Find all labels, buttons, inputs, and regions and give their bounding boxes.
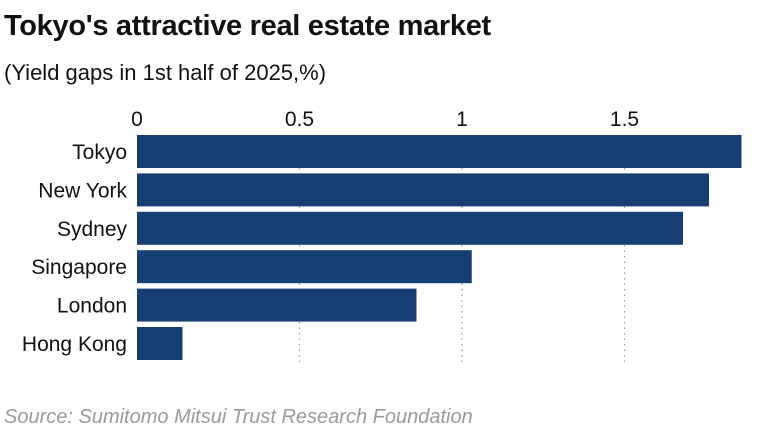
category-labels: Tokyo New York Sydney Singapore London Hong K… [22, 141, 128, 356]
bar [137, 327, 183, 360]
source-note: Source: Sumitomo Mitsui Trust Research F… [4, 406, 473, 428]
x-axis-ticks: 0 0.5 1 1.5 [131, 108, 639, 131]
category-label: Sydney [57, 218, 128, 241]
category-label: Singapore [31, 256, 127, 279]
category-label: New York [38, 179, 127, 202]
x-tick-label: 1.5 [610, 108, 639, 131]
x-tick-label: 0 [131, 108, 143, 131]
bar [137, 250, 472, 284]
chart-title: Tokyo's attractive real estate market [4, 10, 491, 42]
category-label: London [57, 295, 127, 318]
bar [137, 288, 417, 322]
category-label: Tokyo [72, 141, 127, 164]
bar [137, 135, 742, 168]
chart-subtitle: (Yield gaps in 1st half of 2025,%) [4, 60, 327, 85]
bar [137, 173, 709, 207]
gridlines [298, 135, 626, 362]
bars [137, 135, 742, 360]
category-label: Hong Kong [22, 333, 127, 356]
bar [137, 211, 683, 245]
x-tick-label: 1 [456, 108, 468, 131]
x-tick-label: 0.5 [285, 108, 314, 131]
